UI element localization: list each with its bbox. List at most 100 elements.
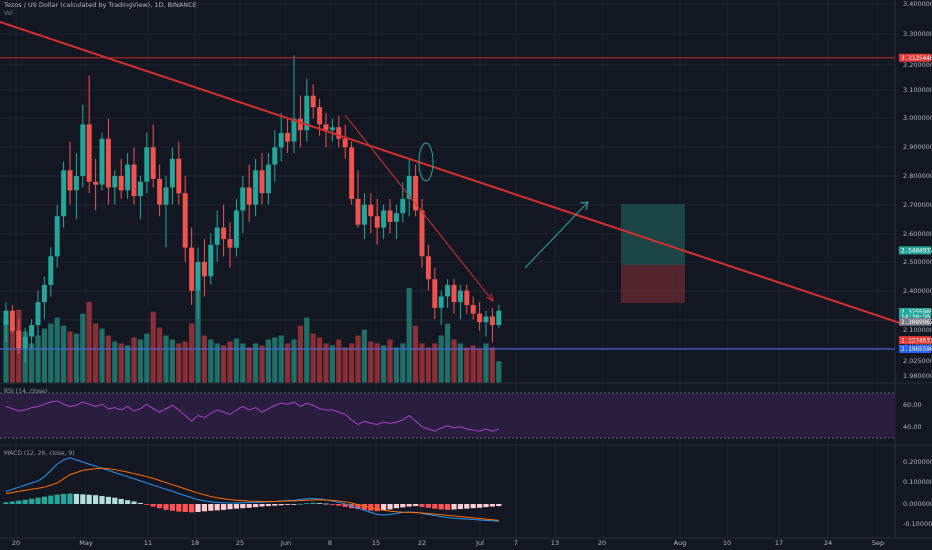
candle-body xyxy=(445,284,451,297)
volume-bar xyxy=(201,335,207,383)
volume-bar xyxy=(297,325,303,383)
candle-body xyxy=(169,158,175,188)
candle-body xyxy=(393,213,399,222)
volume-bar xyxy=(246,347,252,383)
macd-histogram-bar xyxy=(323,503,329,505)
volume-bar xyxy=(470,345,476,383)
x-tick-label: 13 xyxy=(551,539,559,547)
volume-bar xyxy=(125,345,131,383)
downtrend-line[interactable] xyxy=(0,21,901,324)
macd-histogram-bar xyxy=(393,504,399,509)
candle-body xyxy=(54,216,60,257)
volume-bar xyxy=(80,313,86,383)
candle-body xyxy=(265,164,271,194)
macd-histogram-bar xyxy=(374,504,380,512)
candle-body xyxy=(157,178,163,205)
macd-histogram-bar xyxy=(361,504,367,510)
macd-histogram-bar xyxy=(182,504,188,512)
macd-histogram-bar xyxy=(208,504,214,511)
price-tag: 2.3089962 xyxy=(899,317,932,326)
candle-body xyxy=(233,210,239,248)
volume-bar xyxy=(163,335,169,383)
volume-bar xyxy=(105,335,111,383)
volume-bar xyxy=(361,329,367,383)
x-tick-label: 25 xyxy=(236,539,244,547)
candle-body xyxy=(413,176,419,211)
candle-body xyxy=(374,216,380,228)
highlight-circle[interactable] xyxy=(418,142,434,182)
macd-histogram-bar xyxy=(445,504,451,510)
candle-body xyxy=(176,158,182,194)
y-tick-label: 2.0250000 xyxy=(903,357,932,365)
candle-body xyxy=(240,187,246,211)
x-tick-label: 18 xyxy=(191,539,199,547)
candle-body xyxy=(387,210,393,222)
y-tick-label: 2.4000000 xyxy=(903,287,932,295)
macd-histogram-bar xyxy=(150,504,156,507)
volume-bar xyxy=(265,339,271,383)
macd-histogram-bar xyxy=(477,504,483,508)
macd-histogram-bar xyxy=(413,504,419,507)
candle-body xyxy=(310,95,316,108)
stop-zone[interactable] xyxy=(621,265,685,303)
macd-histogram-bar xyxy=(221,504,227,510)
volume-bar xyxy=(221,345,227,383)
macd-histogram-bar xyxy=(470,504,476,509)
macd-histogram-bar xyxy=(265,504,271,507)
volume-bar xyxy=(118,343,124,383)
macd-histogram-bar xyxy=(80,494,86,504)
volume-bar xyxy=(189,323,195,383)
volume-bar xyxy=(432,343,438,383)
volume-bar xyxy=(272,337,278,383)
macd-histogram-bar xyxy=(432,504,438,509)
macd-histogram-bar xyxy=(227,504,233,510)
macd-histogram-bar xyxy=(137,502,143,504)
candle-body xyxy=(9,310,15,331)
macd-histogram-bar xyxy=(118,498,124,504)
volume-bar xyxy=(195,288,201,383)
volume-bar xyxy=(240,343,246,383)
macd-histogram-bar xyxy=(381,504,387,511)
macd-histogram-bar xyxy=(272,504,278,506)
macd-histogram-bar xyxy=(451,504,457,510)
projection-arrow-line[interactable] xyxy=(524,201,589,269)
candle-body xyxy=(137,181,143,197)
volume-bar xyxy=(253,343,259,383)
volume-bar xyxy=(457,343,463,383)
volume-bar xyxy=(336,339,342,383)
macd-histogram-bar xyxy=(400,504,406,508)
x-tick-label: 15 xyxy=(372,539,380,547)
drop-arrow-line[interactable] xyxy=(344,114,493,301)
volume-bar xyxy=(400,343,406,383)
volume-bar xyxy=(150,311,156,383)
macd-histogram-bar xyxy=(105,496,111,504)
y-tick-label: 2.7000000 xyxy=(903,201,932,209)
price-tag: 2.3255985 xyxy=(899,307,932,316)
candle-body xyxy=(278,133,284,148)
macd-tick-label: 0.0000000 xyxy=(903,500,932,508)
macd-histogram-bar xyxy=(240,504,246,509)
candle-body xyxy=(61,170,67,217)
volume-bar xyxy=(227,341,233,383)
svg-text:2.5404937: 2.5404937 xyxy=(901,248,932,255)
macd-histogram-bar xyxy=(310,502,316,504)
candle-body xyxy=(214,227,220,245)
target-zone[interactable] xyxy=(621,204,685,265)
macd-histogram-bar xyxy=(144,504,150,505)
volume-bar xyxy=(176,343,182,383)
chart-title: Tezos / US Dollar (calculated by Trading… xyxy=(4,1,197,9)
x-tick-label: 11 xyxy=(144,539,152,547)
x-tick-label: Aug xyxy=(674,539,687,547)
volume-bar xyxy=(489,347,495,383)
volume-bar xyxy=(182,341,188,383)
macd-histogram-bar xyxy=(406,504,412,507)
candle-body xyxy=(93,181,99,185)
volume-bar xyxy=(374,343,380,383)
candle-body xyxy=(477,313,483,323)
x-tick-label: 7 xyxy=(514,539,518,547)
